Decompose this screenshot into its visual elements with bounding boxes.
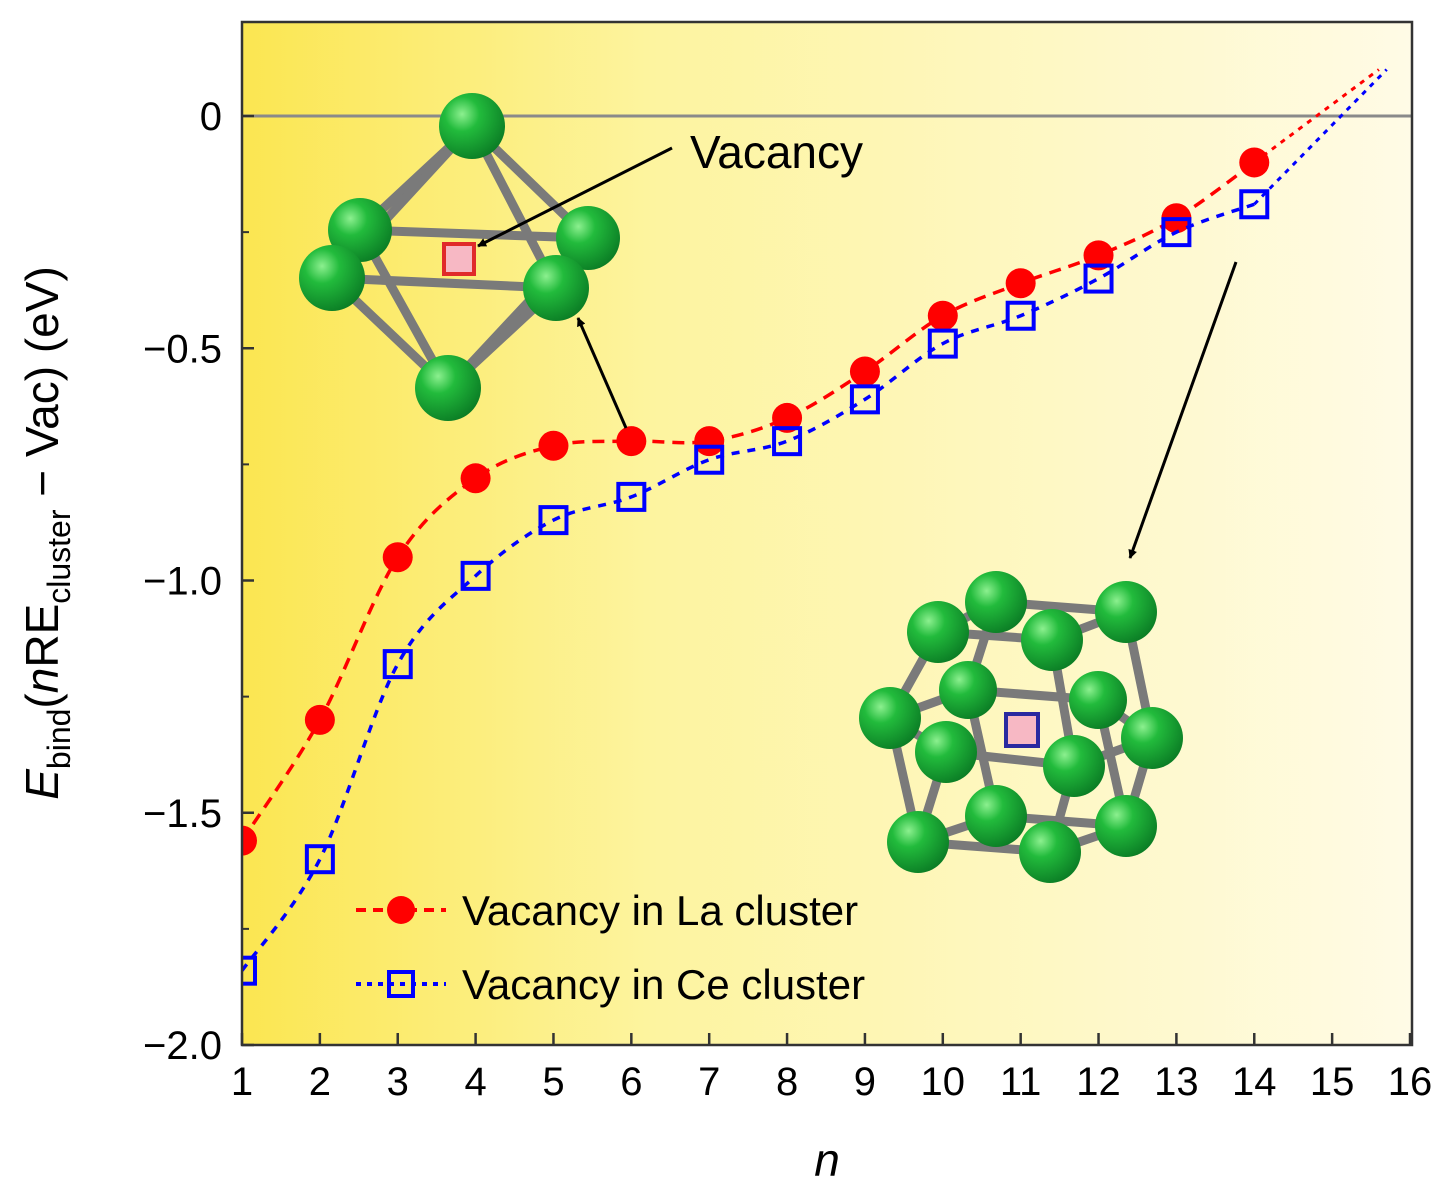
x-tick-label: 5 (542, 1060, 564, 1104)
series-extrapolation-1 (1253, 68, 1388, 206)
x-tick-label: 7 (698, 1060, 720, 1104)
legend-label-la: Vacancy in La cluster (462, 887, 858, 934)
x-tick-label: 16 (1388, 1060, 1433, 1104)
legend-marker-la (387, 896, 415, 924)
legend-marker-ce (387, 970, 415, 998)
x-tick-label: 14 (1232, 1060, 1277, 1104)
data-point-la (304, 704, 335, 735)
data-point-la (694, 426, 725, 457)
y-tick-label: 0 (200, 95, 222, 139)
y-tick-label: −1.0 (143, 560, 222, 604)
data-point-la (849, 356, 880, 387)
x-tick-label: 9 (854, 1060, 876, 1104)
x-tick-label: 11 (1000, 1060, 1042, 1104)
data-point-ce (538, 505, 569, 536)
series-line-1 (242, 202, 1255, 972)
octahedral-cluster-arrow (576, 317, 628, 429)
data-point-ce (382, 649, 413, 680)
x-tick-label: 10 (921, 1060, 966, 1104)
data-point-ce (304, 844, 335, 875)
data-point-la (460, 463, 491, 494)
data-point-ce (242, 955, 257, 986)
x-tick-label: 1 (231, 1060, 253, 1104)
large-cluster-atoms (859, 571, 1183, 883)
data-point-la (1005, 268, 1036, 299)
data-point-ce (460, 560, 491, 591)
data-point-la (1083, 240, 1114, 271)
x-tick-label: 4 (464, 1060, 486, 1104)
y-tick-label: −2.0 (143, 1024, 222, 1068)
series-layer (242, 68, 1388, 986)
data-point-ce (849, 384, 880, 415)
legend-label-ce: Vacancy in Ce cluster (462, 961, 865, 1008)
data-point-ce (1005, 300, 1036, 331)
vacancy-site-large-cluster (1004, 712, 1040, 748)
x-tick-label: 2 (309, 1060, 331, 1104)
x-axis-ticks (240, 1033, 1412, 1045)
data-point-ce (694, 444, 725, 475)
vacancy-arrow (477, 146, 673, 248)
x-tick-label: 12 (1076, 1060, 1121, 1104)
data-point-la (927, 300, 958, 331)
y-tick-label: −0.5 (143, 327, 222, 371)
y-axis-title: Ebind(nREcluster − Vac) (eV) (16, 266, 77, 800)
data-point-ce (1239, 189, 1270, 220)
data-point-ce (772, 426, 803, 457)
large-cluster-arrow (1128, 261, 1238, 559)
y-axis-tick-labels: 0 −0.5 −1.0 −1.5 −2.0 (143, 95, 222, 1068)
legend: Vacancy in La cluster Vacancy in Ce clus… (356, 887, 865, 1008)
data-point-la (242, 825, 257, 856)
plot-frame (240, 20, 1414, 1047)
x-tick-label: 6 (620, 1060, 642, 1104)
data-point-la (1239, 147, 1270, 178)
y-tick-label: −1.5 (143, 792, 222, 836)
data-point-la (616, 426, 647, 457)
data-point-la (538, 430, 569, 461)
octahedral-cluster-atoms (299, 93, 620, 421)
x-axis-tick-labels: 1 2 3 4 5 6 7 8 9 10 11 12 13 14 15 16 (231, 1060, 1432, 1104)
data-point-la (772, 402, 803, 433)
x-tick-label: 15 (1310, 1060, 1355, 1104)
data-point-la (382, 542, 413, 573)
data-point-ce (1083, 263, 1114, 294)
vacancy-annotation: Vacancy (690, 126, 863, 178)
x-axis-title: n (814, 1134, 840, 1186)
data-point-ce (1161, 217, 1192, 248)
data-point-ce (927, 328, 958, 359)
x-tick-label: 13 (1154, 1060, 1199, 1104)
vacancy-site-octahedral (442, 242, 476, 276)
data-point-ce (616, 481, 647, 512)
annotation-arrows (477, 146, 1238, 559)
x-tick-label: 8 (776, 1060, 798, 1104)
series-extrapolation-0 (1253, 68, 1380, 164)
x-tick-label: 3 (387, 1060, 409, 1104)
